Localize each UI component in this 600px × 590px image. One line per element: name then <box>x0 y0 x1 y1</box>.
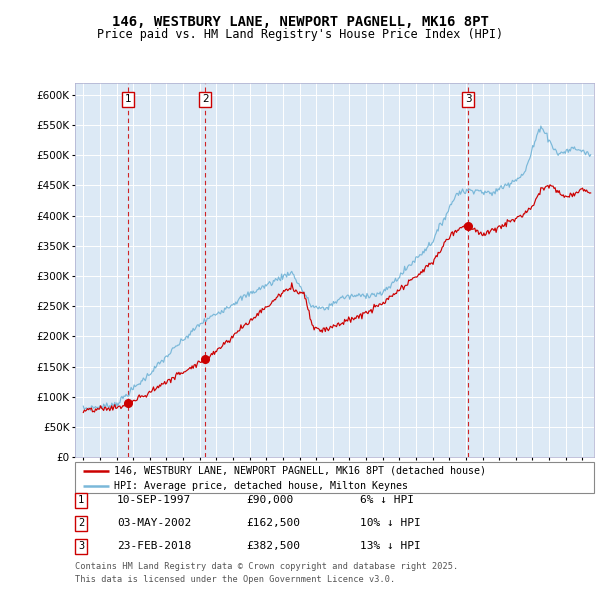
Text: 3: 3 <box>78 542 84 551</box>
Text: 146, WESTBURY LANE, NEWPORT PAGNELL, MK16 8PT: 146, WESTBURY LANE, NEWPORT PAGNELL, MK1… <box>112 15 488 29</box>
Text: 10-SEP-1997: 10-SEP-1997 <box>117 496 191 505</box>
Text: 2: 2 <box>202 94 209 104</box>
Text: 1: 1 <box>125 94 131 104</box>
Text: £162,500: £162,500 <box>246 519 300 528</box>
Text: 146, WESTBURY LANE, NEWPORT PAGNELL, MK16 8PT (detached house): 146, WESTBURY LANE, NEWPORT PAGNELL, MK1… <box>114 466 486 476</box>
Text: HPI: Average price, detached house, Milton Keynes: HPI: Average price, detached house, Milt… <box>114 481 408 491</box>
Text: 3: 3 <box>465 94 472 104</box>
Text: 23-FEB-2018: 23-FEB-2018 <box>117 542 191 551</box>
Text: £382,500: £382,500 <box>246 542 300 551</box>
Text: Price paid vs. HM Land Registry's House Price Index (HPI): Price paid vs. HM Land Registry's House … <box>97 28 503 41</box>
Text: 2: 2 <box>78 519 84 528</box>
Text: 13% ↓ HPI: 13% ↓ HPI <box>360 542 421 551</box>
Text: Contains HM Land Registry data © Crown copyright and database right 2025.: Contains HM Land Registry data © Crown c… <box>75 562 458 571</box>
Text: This data is licensed under the Open Government Licence v3.0.: This data is licensed under the Open Gov… <box>75 575 395 584</box>
Text: 03-MAY-2002: 03-MAY-2002 <box>117 519 191 528</box>
Text: 6% ↓ HPI: 6% ↓ HPI <box>360 496 414 505</box>
Text: 10% ↓ HPI: 10% ↓ HPI <box>360 519 421 528</box>
Text: 1: 1 <box>78 496 84 505</box>
Text: £90,000: £90,000 <box>246 496 293 505</box>
